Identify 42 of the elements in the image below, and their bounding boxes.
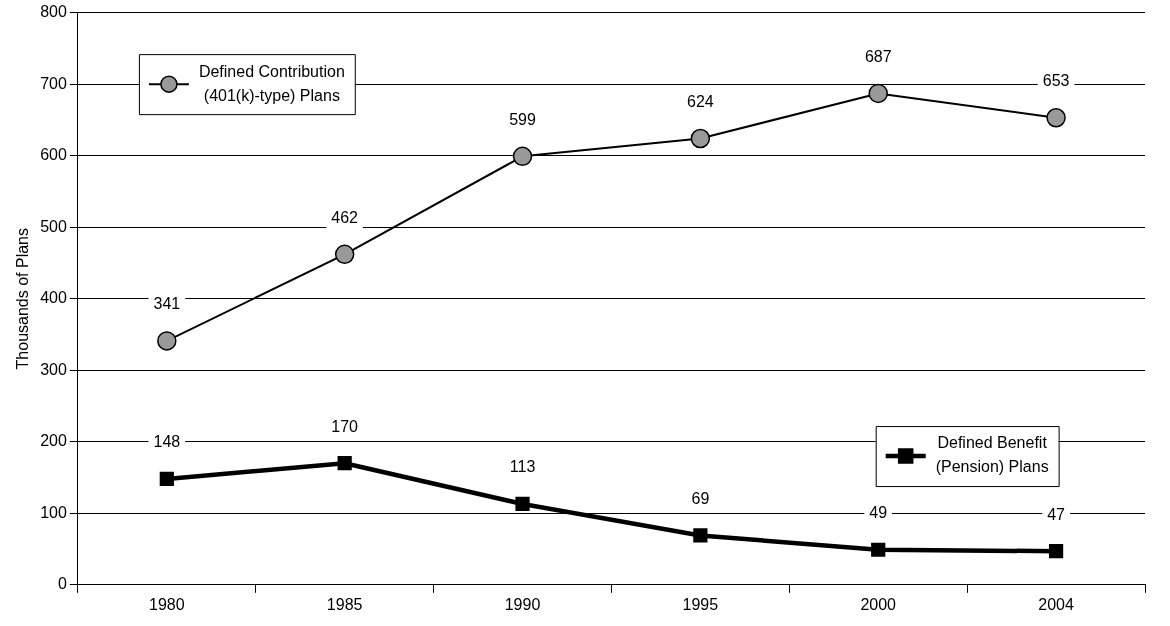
point [512, 146, 533, 167]
x-tick-label: 1980 [149, 595, 185, 613]
point [1046, 107, 1066, 128]
point [515, 496, 530, 512]
x-tick-label: 2004 [1038, 595, 1074, 613]
x-tick-label: 1990 [504, 595, 541, 613]
y-tick-label: 300 [40, 360, 67, 378]
y-axis-title: Thousands of Plans [14, 227, 32, 370]
y-tick-label: 0 [57, 575, 67, 593]
point [337, 456, 352, 471]
data-label: 148 [153, 433, 181, 451]
point [334, 244, 355, 265]
data-label: 113 [509, 458, 536, 476]
data-label: 341 [153, 295, 181, 313]
x-tick-label: 1985 [326, 595, 363, 613]
legend-label: Defined Contribution (401(k)-type) Plans [198, 62, 345, 104]
data-label: 687 [864, 47, 892, 65]
x-tick-label: 1995 [682, 595, 719, 613]
data-label: 599 [509, 110, 536, 128]
y-tick-label: 600 [40, 146, 67, 164]
y-tick-label: 800 [40, 3, 67, 21]
y-tick-label: 400 [40, 289, 67, 307]
data-label: 49 [869, 504, 888, 522]
data-label: 170 [331, 417, 359, 435]
point [693, 528, 708, 543]
y-tick-label: 500 [40, 217, 67, 235]
y-tick-label: 700 [40, 74, 67, 92]
legend-label: Defined Benefit (Pension) Plans [935, 434, 1049, 476]
data-label: 462 [331, 208, 359, 226]
y-tick-label: 100 [40, 503, 67, 521]
point [690, 128, 711, 149]
point [868, 83, 888, 104]
point [871, 542, 886, 557]
y-tick-label: 200 [40, 432, 67, 450]
point [157, 331, 177, 351]
point [1048, 544, 1064, 559]
data-label: 47 [1047, 505, 1066, 523]
data-label: 69 [691, 489, 710, 507]
point [159, 471, 174, 487]
data-label: 653 [1042, 72, 1070, 90]
x-tick-label: 2000 [860, 595, 897, 613]
data-label: 624 [687, 92, 714, 110]
